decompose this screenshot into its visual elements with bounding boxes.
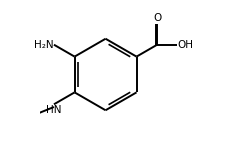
Text: HN: HN <box>46 105 62 115</box>
Text: O: O <box>153 13 161 23</box>
Text: OH: OH <box>177 40 193 50</box>
Text: H₂N: H₂N <box>34 40 53 50</box>
